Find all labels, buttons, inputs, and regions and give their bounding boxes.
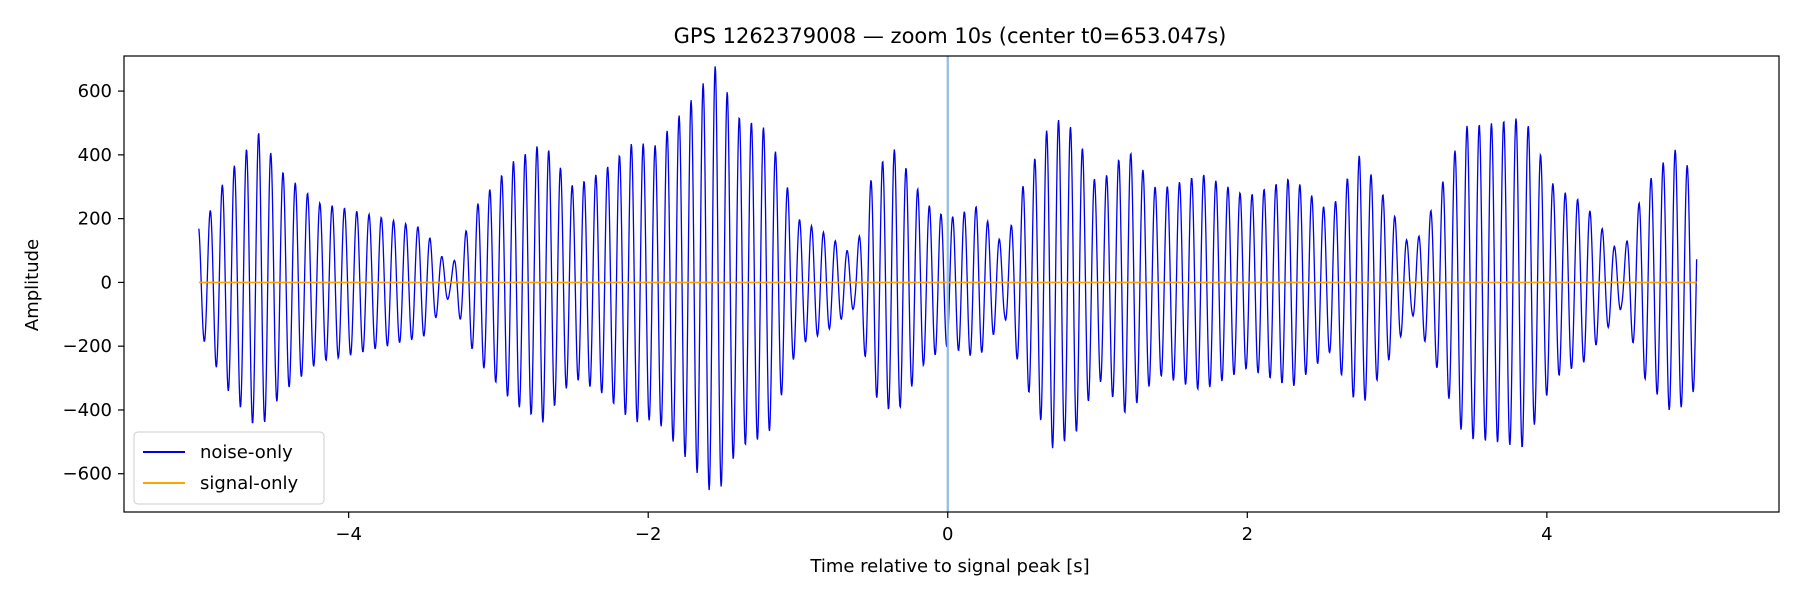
plot-area <box>123 55 1780 513</box>
y-tick-label: 200 <box>78 209 112 230</box>
legend-label-noise-only: noise-only <box>200 442 293 463</box>
legend-box <box>133 431 325 505</box>
y-axis: −600 −400 −200 0 200 400 600 <box>63 81 124 485</box>
legend-label-signal-only: signal-only <box>200 473 298 494</box>
x-tick-label: −4 <box>335 524 362 545</box>
y-tick-label: −400 <box>63 400 112 421</box>
x-tick-label: −2 <box>635 524 662 545</box>
y-tick-label: −600 <box>63 464 112 485</box>
x-axis: −4 −2 0 2 4 <box>335 512 1553 545</box>
y-tick-label: 0 <box>101 272 112 293</box>
x-tick-label: 4 <box>1541 524 1552 545</box>
chart-title: GPS 1262379008 — zoom 10s (center t0=653… <box>674 24 1227 48</box>
plot-frame <box>123 55 1780 513</box>
x-axis-label: Time relative to signal peak [s] <box>809 556 1089 577</box>
y-axis-label: Amplitude <box>22 239 43 331</box>
x-tick-label: 0 <box>942 524 953 545</box>
y-tick-label: 600 <box>78 81 112 102</box>
legend: noise-only signal-only <box>133 431 325 505</box>
y-tick-label: 400 <box>78 145 112 166</box>
x-tick-label: 2 <box>1242 524 1253 545</box>
y-tick-label: −200 <box>63 336 112 357</box>
